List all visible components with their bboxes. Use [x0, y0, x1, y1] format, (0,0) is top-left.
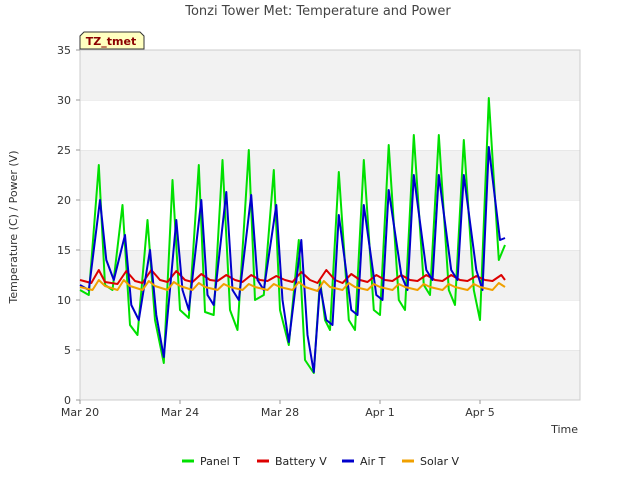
series-panel-t-line: [79, 97, 506, 374]
x-tick-label: Apr 5: [465, 406, 495, 419]
y-tick-label: 10: [57, 294, 71, 307]
y-tick-label: 20: [57, 194, 71, 207]
y-tick-label: 15: [57, 244, 71, 257]
y-axis: 0 5 10 15 20 25 30 35: [57, 44, 80, 407]
series-solar-v-line: [79, 279, 506, 292]
legend-label-panel-t: Panel T: [200, 455, 240, 468]
legend-label-air-t: Air T: [360, 455, 386, 468]
chart-title: Tonzi Tower Met: Temperature and Power: [184, 4, 451, 19]
legend-label-solar-v: Solar V: [420, 455, 460, 468]
y-tick-label: 0: [64, 394, 71, 407]
y-tick-label: 5: [64, 344, 71, 357]
x-axis: Mar 20 Mar 24 Mar 28 Apr 1 Apr 5: [61, 400, 495, 419]
grid-band: [80, 50, 580, 100]
badge-box: [79, 31, 145, 50]
x-tick-label: Apr 1: [365, 406, 395, 419]
station-badge: TZ_tmet: [79, 31, 145, 50]
grid-bands: [80, 49, 580, 400]
y-tick-label: 25: [57, 144, 71, 157]
series-air-t-line: [79, 146, 506, 373]
y-tick-label: 30: [57, 94, 71, 107]
x-tick-label: Mar 24: [161, 406, 199, 419]
y-tick-label: 35: [57, 44, 71, 57]
grid-band: [80, 100, 580, 150]
plot-area: [79, 49, 581, 401]
x-axis-label: Time: [550, 423, 578, 436]
grid-band: [80, 350, 580, 400]
legend-label-battery-v: Battery V: [275, 455, 327, 468]
x-tick-label: Mar 20: [61, 406, 99, 419]
grid-band: [80, 200, 580, 250]
x-tick-label: Mar 28: [261, 406, 299, 419]
grid-band: [80, 150, 580, 200]
legend: Panel T Battery V Air T Solar V: [182, 455, 460, 468]
badge-label: TZ_tmet: [86, 35, 136, 48]
y-axis-label: Temperature (C) / Power (V): [7, 150, 20, 304]
series-lines: [79, 97, 506, 374]
